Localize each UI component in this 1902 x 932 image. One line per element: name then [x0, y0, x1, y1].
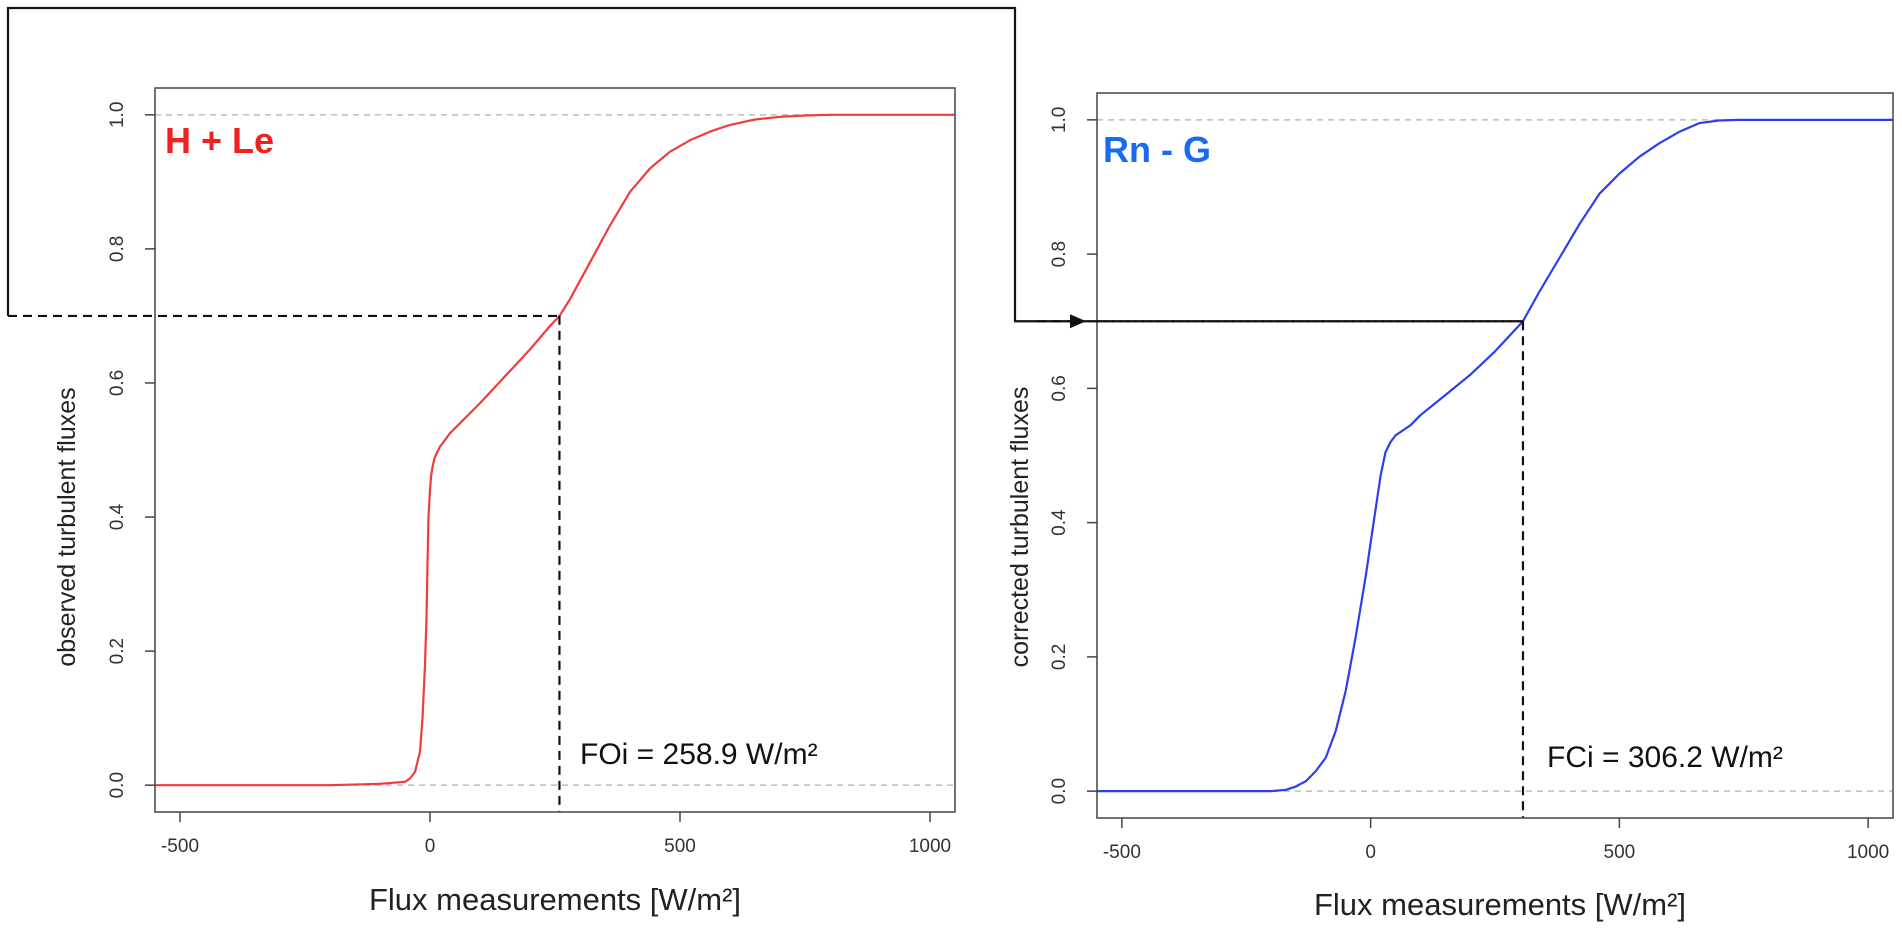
panel-label-observed: H + Le [165, 120, 274, 161]
x-tick-label: 500 [1604, 842, 1636, 863]
y-axis-label: corrected turbulent fluxes [1006, 387, 1034, 668]
y-tick-label: 0.8 [107, 236, 128, 262]
plot-layer: 0.0 0.2 0.4 0.6 0.8 1.0 -500 0 500 1000 [1037, 92, 1894, 863]
plot-frame [154, 87, 956, 813]
connector-arrowhead [1070, 314, 1086, 329]
x-tick-label: 1000 [909, 836, 951, 857]
y-tick-label: 0.8 [1049, 241, 1070, 267]
y-tick-label: 0.2 [1049, 644, 1070, 670]
plot-frame [1096, 92, 1894, 819]
chart-panel-corrected: 0.0 0.2 0.4 0.6 0.8 1.0 -500 0 500 1000 corrected… [1006, 92, 1894, 922]
plot-layer: 0.0 0.2 0.4 0.6 0.8 1.0 -500 0 500 1000 [8, 87, 956, 857]
x-tick-label: 0 [425, 836, 436, 857]
chart-panel-observed: 0.0 0.2 0.4 0.6 0.8 1.0 -500 0 500 1000 observed … [8, 87, 956, 917]
y-tick-label: 1.0 [107, 102, 128, 128]
x-axis-label: Flux measurements [W/m²] [1314, 887, 1686, 922]
x-tick-label: 0 [1365, 842, 1376, 863]
x-tick-label: -500 [161, 836, 199, 857]
x-tick-label: 1000 [1847, 842, 1889, 863]
y-tick-label: 0.4 [1049, 509, 1070, 536]
annotation-fci: FCi = 306.2 W/m² [1547, 741, 1783, 774]
y-axis-label: observed turbulent fluxes [53, 387, 81, 666]
y-tick-label: 0.6 [1049, 375, 1070, 401]
annotation-foi: FOi = 258.9 W/m² [580, 738, 818, 771]
x-tick-label: -500 [1103, 842, 1141, 863]
series-line [1097, 118, 1893, 793]
y-tick-label: 0.4 [107, 503, 128, 530]
y-tick-label: 0.0 [107, 772, 128, 798]
y-tick-label: 0.6 [107, 370, 128, 396]
y-tick-label: 1.0 [1049, 107, 1070, 133]
y-tick-label: 0.2 [107, 638, 128, 664]
x-axis-label: Flux measurements [W/m²] [369, 882, 741, 917]
y-tick-label: 0.0 [1049, 778, 1070, 804]
x-tick-label: 500 [664, 836, 696, 857]
connector-line [6, 6, 1073, 323]
panel-label-corrected: Rn - G [1103, 129, 1211, 170]
series-line [155, 113, 955, 787]
connector-arrow [6, 6, 1523, 329]
